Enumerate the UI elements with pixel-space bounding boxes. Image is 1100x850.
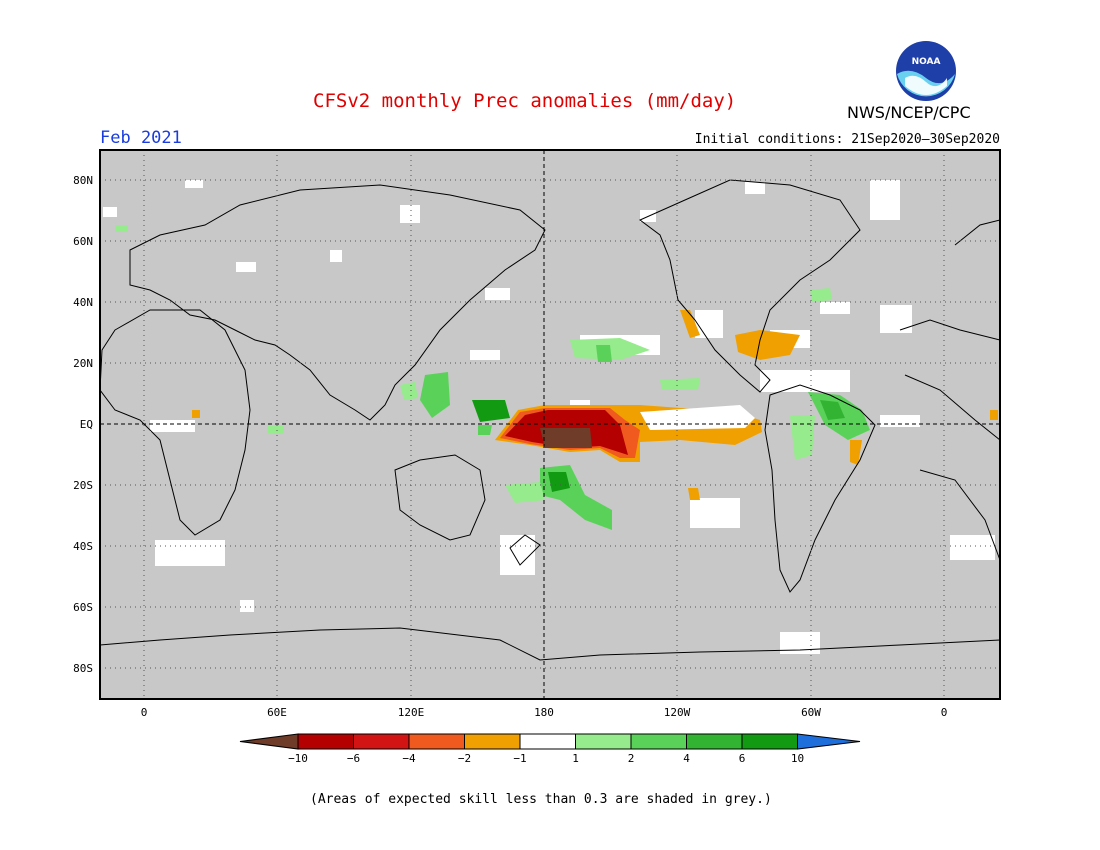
lat-label: 20N xyxy=(73,357,93,370)
legend-swatch xyxy=(297,733,354,750)
legend-label: 2 xyxy=(628,752,635,765)
legend-swatch xyxy=(630,733,687,750)
initial-conditions: Initial conditions: 21Sep2020–30Sep2020 xyxy=(694,132,1000,147)
legend-label: 4 xyxy=(683,752,690,765)
legend-label: 6 xyxy=(739,752,746,765)
legend-arrow-high xyxy=(797,733,861,750)
legend-swatch xyxy=(353,733,410,750)
lon-label: 120E xyxy=(398,706,425,719)
lon-label: 60W xyxy=(801,706,821,719)
lat-label: 20S xyxy=(73,479,93,492)
noaa-logo-text: NOAA xyxy=(912,57,941,67)
lon-label: 0 xyxy=(941,706,948,719)
lon-label: 120W xyxy=(664,706,691,719)
legend-label: −2 xyxy=(458,752,471,765)
legend-label: −4 xyxy=(402,752,416,765)
map-title: CFSv2 monthly Prec anomalies (mm/day) xyxy=(313,90,737,112)
noaa-logo: NOAA xyxy=(896,41,956,101)
agency-label: NWS/NCEP/CPC xyxy=(847,103,971,122)
legend-swatch xyxy=(464,733,521,750)
skill-footnote: (Areas of expected skill less than 0.3 a… xyxy=(310,792,772,807)
legend-label: 1 xyxy=(572,752,579,765)
legend-swatch xyxy=(686,733,743,750)
legend-swatch xyxy=(741,733,798,750)
lon-labels: 0 60E 120E 180 120W 60W 0 xyxy=(141,706,948,719)
legend-label: −1 xyxy=(513,752,526,765)
lon-label: 180 xyxy=(534,706,554,719)
legend-label: 10 xyxy=(791,752,804,765)
coastlines xyxy=(100,179,1000,661)
lon-label: 60E xyxy=(267,706,287,719)
legend-swatch xyxy=(408,733,465,750)
lat-label: 40S xyxy=(73,540,93,553)
map-frame xyxy=(99,149,1001,700)
lat-label: 80N xyxy=(73,174,93,187)
neutral-anomaly-patches xyxy=(103,180,995,654)
dry-anomaly-patches xyxy=(192,310,998,500)
color-legend: −10 −6 −4 −2 −1 1 2 4 6 10 xyxy=(239,733,861,765)
lat-label: 40N xyxy=(73,296,93,309)
lat-label: 80S xyxy=(73,662,93,675)
lat-label: 60S xyxy=(73,601,93,614)
lat-label: 60N xyxy=(73,235,93,248)
wet-anomaly-patches xyxy=(115,225,870,530)
legend-arrow-low xyxy=(239,733,299,750)
legend-swatch xyxy=(575,733,632,750)
legend-label: −6 xyxy=(347,752,360,765)
graticule xyxy=(100,150,1000,699)
lon-label: 0 xyxy=(141,706,148,719)
legend-label: −10 xyxy=(288,752,308,765)
legend-swatch xyxy=(519,733,576,750)
lat-label: EQ xyxy=(80,418,93,431)
forecast-month: Feb 2021 xyxy=(100,128,182,148)
lat-labels: 80N 60N 40N 20N EQ 20S 40S 60S 80S xyxy=(73,174,93,675)
reference-lines xyxy=(100,150,1000,699)
